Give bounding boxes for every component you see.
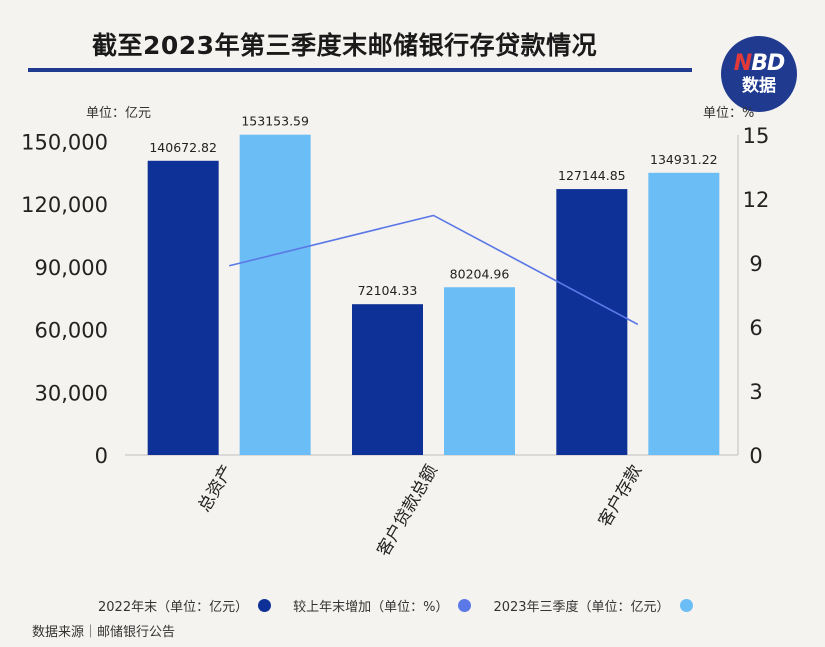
right-tick-label: 6: [749, 316, 762, 340]
category-label: 客户存款: [595, 462, 646, 531]
bar: [556, 189, 628, 456]
data-source: 数据来源｜邮储银行公告: [32, 625, 176, 640]
title-divider: [28, 68, 692, 72]
data-label: 127144.85: [558, 168, 626, 183]
logo-brand: NBD: [733, 51, 785, 76]
category-label: 总资产: [195, 462, 238, 516]
left-tick-label: 120,000: [21, 193, 108, 217]
right-tick-label: 3: [749, 380, 762, 404]
right-tick-label: 15: [743, 124, 770, 148]
legend-label: 2023年三季度（单位：亿元）: [493, 600, 670, 615]
left-tick-label: 150,000: [21, 130, 108, 154]
growth-line: [228, 214, 639, 326]
left-tick-label: 60,000: [35, 319, 108, 343]
data-label: 140672.82: [149, 140, 217, 155]
bar: [147, 160, 219, 455]
right-tick-label: 9: [749, 252, 762, 276]
data-label: 153153.59: [241, 114, 309, 129]
left-tick-label: 30,000: [35, 381, 108, 405]
data-label: 134931.22: [650, 152, 718, 167]
left-axis-unit: 单位：亿元: [86, 106, 151, 121]
bar: [352, 304, 423, 455]
right-tick-label: 12: [743, 188, 770, 212]
nbd-logo: NBD 数据: [721, 36, 797, 112]
legend-label: 较上年末增加（单位：%）: [293, 600, 449, 615]
bar: [239, 134, 311, 455]
category-label: 客户贷款总额: [374, 462, 442, 560]
bar: [444, 287, 515, 455]
legend-item-2023q3: 2023年三季度（单位：亿元）: [493, 596, 693, 615]
legend-dot-icon: [679, 599, 693, 612]
legend-dot-icon: [458, 599, 472, 612]
right-tick-label: 0: [749, 444, 762, 468]
data-label: 80204.96: [450, 266, 510, 281]
legend: 2022年末（单位：亿元） 较上年末增加（单位：%） 2023年三季度（单位：亿…: [98, 596, 715, 615]
left-tick-label: 0: [95, 444, 108, 468]
data-label: 72104.33: [358, 283, 418, 298]
logo-sub: 数据: [742, 76, 776, 96]
left-tick-label: 90,000: [35, 256, 108, 280]
legend-label: 2022年末（单位：亿元）: [98, 600, 249, 615]
legend-item-growth: 较上年末增加（单位：%）: [293, 596, 472, 615]
legend-dot-icon: [258, 599, 272, 612]
chart-title: 截至2023年第三季度末邮储银行存贷款情况: [92, 31, 598, 60]
legend-item-2022: 2022年末（单位：亿元）: [98, 596, 272, 615]
right-axis-unit: 单位：%: [703, 106, 754, 121]
bar: [648, 172, 720, 456]
